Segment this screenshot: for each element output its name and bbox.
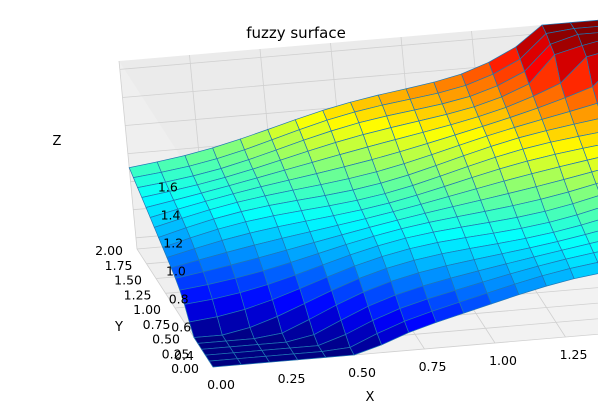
surface-facet — [208, 358, 242, 368]
z-tick-label: 0.6 — [171, 320, 191, 335]
y-tick-label: 1.25 — [124, 287, 152, 302]
y-tick-label: 1.00 — [133, 302, 161, 317]
y-axis-label: Y — [114, 320, 123, 335]
y-tick-label: 1.75 — [105, 258, 133, 273]
chart-title: fuzzy surface — [246, 24, 346, 42]
y-gridline — [212, 333, 598, 368]
z-gridline — [122, 56, 598, 98]
z-tick-label: 1.6 — [158, 179, 178, 194]
y-tick-label: 2.00 — [95, 243, 123, 258]
z-axis-label: Z — [53, 134, 62, 149]
z-gridline — [125, 84, 598, 126]
z-tick-label: 1.4 — [161, 208, 181, 223]
z-tick-label: 1.2 — [163, 236, 183, 251]
x-tick-label: 0.00 — [207, 377, 235, 392]
y-tick-label: 0.00 — [171, 361, 199, 376]
x-tick-label: 0.25 — [278, 371, 306, 386]
y-tick-label: 1.50 — [114, 273, 142, 288]
z-gridline — [119, 28, 598, 70]
z-tick-label: 1.0 — [166, 264, 186, 279]
x-tick-label: 0.50 — [348, 365, 376, 380]
x-tick-label: 0.75 — [419, 359, 447, 374]
surface-plot — [128, 19, 598, 368]
axis-ticks: 0.000.250.500.751.001.251.501.752.000.00… — [95, 179, 588, 392]
z-tick-label: 0.8 — [169, 292, 189, 307]
y-tick-label: 0.75 — [143, 317, 171, 332]
z-tick-label: 0.4 — [174, 348, 194, 363]
x-tick-label: 1.25 — [560, 347, 588, 362]
y-tick-label: 0.25 — [162, 346, 190, 361]
x-axis-label: X — [366, 390, 375, 405]
y-tick-label: 0.50 — [152, 332, 180, 347]
x-tick-label: 1.00 — [489, 353, 517, 368]
